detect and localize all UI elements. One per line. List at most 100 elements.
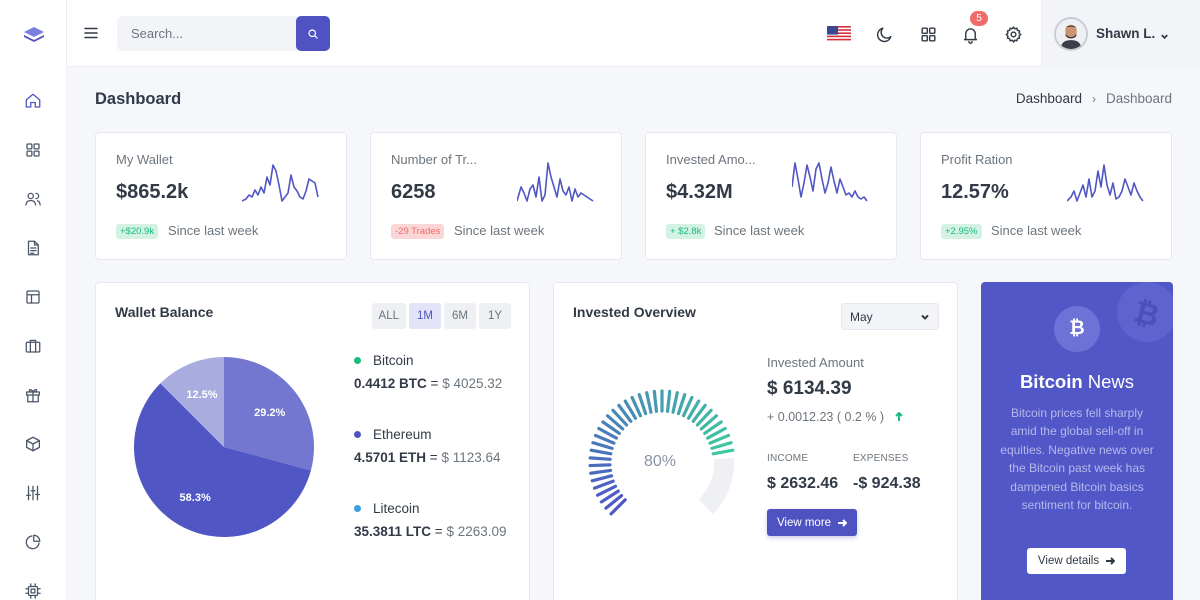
breadcrumb: Dashboard › Dashboard — [1016, 91, 1172, 106]
bitcoin-news-card: ₿ ₿ Bitcoin News Bitcoin prices fell sha… — [981, 282, 1173, 600]
us-flag-icon[interactable] — [827, 26, 851, 42]
sidebar-item-home[interactable] — [22, 90, 44, 112]
users-icon — [25, 192, 41, 206]
sidebar-item-documents[interactable] — [22, 237, 44, 259]
gauge-tick — [695, 408, 713, 427]
gauge-tick — [637, 393, 648, 416]
apps-button[interactable] — [916, 22, 940, 46]
stat-value: 12.57% — [941, 181, 1009, 203]
sparkline-chart — [792, 162, 868, 202]
pie-slice[interactable] — [224, 357, 314, 471]
app-logo-icon[interactable] — [22, 22, 46, 46]
gauge-tick — [588, 456, 612, 461]
search-input[interactable] — [117, 16, 297, 51]
ethereum-dot-icon — [354, 431, 361, 438]
sidebar-item-box[interactable] — [22, 433, 44, 455]
gauge-tick — [593, 433, 616, 445]
gauge-tick — [676, 393, 687, 416]
news-title: Bitcoin News — [981, 371, 1173, 393]
sidebar-item-settings[interactable] — [22, 482, 44, 504]
gauge-tick — [630, 395, 642, 418]
stat-label: Number of Tr... — [391, 152, 477, 167]
pie-slice[interactable] — [134, 383, 311, 537]
search-button[interactable] — [296, 16, 330, 51]
sidebar-item-gift[interactable] — [22, 384, 44, 406]
view-details-button[interactable]: View details — [1027, 548, 1126, 574]
gauge-tick — [591, 441, 614, 450]
stat-change-badge: + $2.8k — [666, 224, 706, 239]
coin-amount: 35.3811 LTC — [354, 524, 432, 539]
settings-button[interactable] — [1001, 22, 1025, 46]
coin-usd: $ 2263.09 — [446, 524, 507, 539]
pie-chart-icon — [25, 534, 41, 550]
bitcoin-watermark-icon: ₿ — [1117, 282, 1173, 342]
stat-card-profit: Profit Ration 12.57% +2.95% Since last w… — [920, 132, 1172, 260]
news-title-rest: News — [1087, 371, 1135, 392]
invested-gauge — [588, 389, 735, 516]
range-tab-all[interactable]: ALL — [371, 303, 406, 329]
topbar: 5 Shawn L. — [67, 0, 1200, 67]
theme-toggle-button[interactable] — [872, 22, 896, 46]
breadcrumb-current: Dashboard — [1105, 91, 1172, 106]
gauge-tick — [708, 433, 731, 445]
arrow-up-icon — [895, 412, 903, 421]
stat-card-invested: Invested Amo... $4.32M + $2.8k Since las… — [645, 132, 897, 260]
gauge-tick — [671, 391, 679, 414]
view-more-label: View more — [776, 516, 832, 529]
coin-name: Litecoin — [373, 501, 420, 516]
view-details-label: View details — [1037, 555, 1100, 567]
hamburger-icon — [84, 27, 98, 39]
month-select[interactable]: May — [841, 303, 939, 330]
coin-item-litecoin: Litecoin 35.3811 LTC = $ 2263.09 — [354, 501, 507, 539]
sidebar-item-users[interactable] — [22, 188, 44, 210]
breadcrumb-link[interactable]: Dashboard — [1015, 91, 1082, 106]
coin-amount: 0.4412 BTC — [354, 376, 427, 391]
notifications-button[interactable] — [958, 22, 982, 46]
sidebar — [0, 0, 67, 600]
gauge-tick — [605, 414, 625, 431]
moon-icon — [876, 26, 892, 42]
expenses-label: EXPENSES — [853, 453, 909, 464]
wallet-balance-card: Wallet Balance ALL 1M 6M 1Y 29.2% 58.3% 12… — [95, 282, 530, 600]
menu-toggle-button[interactable] — [81, 22, 101, 44]
invested-change-text: + 0.0012.23 ( 0.2 % ) — [767, 410, 885, 424]
sidebar-item-briefcase[interactable] — [22, 335, 44, 357]
view-more-button[interactable]: View more — [767, 509, 857, 536]
stat-since: Since last week — [714, 223, 805, 238]
gauge-tick — [604, 494, 624, 510]
user-menu[interactable]: Shawn L. — [1041, 0, 1200, 67]
arrow-right-icon — [838, 518, 848, 527]
gauge-tick — [611, 408, 629, 427]
sidebar-item-layout[interactable] — [22, 286, 44, 308]
range-tab-1m[interactable]: 1M — [409, 303, 441, 329]
search-icon — [308, 28, 318, 39]
sidebar-item-charts[interactable] — [22, 531, 44, 553]
wallet-pie-chart: 29.2% 58.3% 12.5% — [132, 355, 316, 539]
gauge-tick — [592, 479, 615, 490]
pie-slice-label: 29.2% — [254, 407, 285, 419]
invested-change: + 0.0012.23 ( 0.2 % ) — [767, 410, 904, 424]
sidebar-item-chip[interactable] — [22, 580, 44, 600]
stat-label: Invested Amo... — [666, 152, 756, 167]
range-tab-6m[interactable]: 6M — [444, 303, 476, 329]
gauge-tick — [703, 420, 723, 435]
apps-grid-icon — [920, 26, 936, 42]
pie-slice[interactable] — [160, 357, 224, 447]
gauge-tick — [601, 420, 621, 435]
sidebar-item-apps[interactable] — [22, 139, 44, 161]
notification-badge: 5 — [970, 11, 988, 26]
gauge-tick — [589, 468, 613, 475]
gauge-tick — [599, 489, 620, 504]
arrow-right-icon — [1106, 557, 1116, 565]
stat-card-trades: Number of Tr... 6258 -29 Trades Since la… — [370, 132, 622, 260]
stat-value: 6258 — [391, 181, 436, 203]
briefcase-icon — [25, 339, 41, 353]
coin-item-bitcoin: Bitcoin 0.4412 BTC = $ 4025.32 — [354, 353, 503, 391]
gauge-tick — [597, 426, 618, 440]
coin-usd: $ 1123.64 — [441, 450, 501, 465]
gauge-tick — [699, 414, 719, 431]
stat-label: My Wallet — [116, 152, 173, 167]
card-title: Wallet Balance — [115, 304, 214, 320]
gauge-tick — [706, 426, 727, 440]
range-tab-1y[interactable]: 1Y — [479, 303, 511, 329]
